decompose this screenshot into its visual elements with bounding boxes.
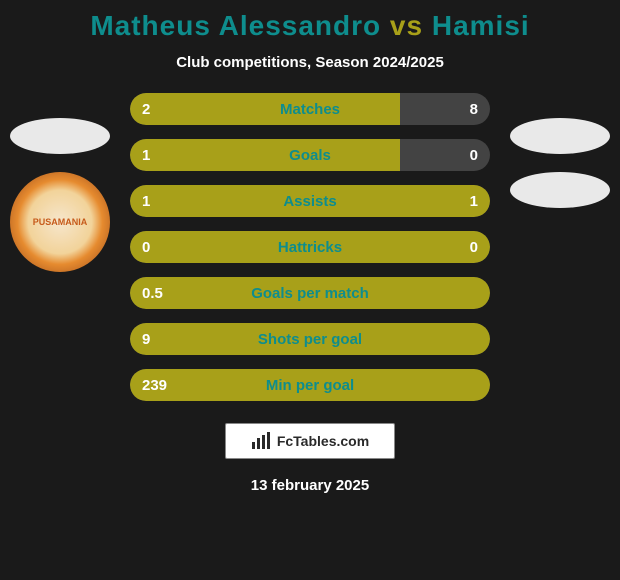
stat-row: 1Goals0 — [130, 139, 490, 171]
stat-row: 0.5Goals per match — [130, 277, 490, 309]
player-left-club-badge: PUSAMANIA — [10, 172, 110, 272]
club-badge-text: PUSAMANIA — [33, 217, 88, 227]
stat-value-right: 0 — [458, 231, 490, 263]
stat-row: 2Matches8 — [130, 93, 490, 125]
stat-value-right: 0 — [458, 139, 490, 171]
stat-label: Matches — [130, 93, 490, 125]
stat-value-right: 8 — [458, 93, 490, 125]
footer-logo[interactable]: FcTables.com — [225, 423, 395, 459]
stat-row: 9Shots per goal — [130, 323, 490, 355]
bar-chart-icon — [251, 432, 271, 450]
subtitle: Club competitions, Season 2024/2025 — [0, 54, 620, 71]
stat-row: 0Hattricks0 — [130, 231, 490, 263]
stat-label: Hattricks — [130, 231, 490, 263]
player-right-panel — [510, 118, 610, 208]
player-left-photo-placeholder — [10, 118, 110, 154]
title-player2: Hamisi — [432, 10, 530, 41]
footer-logo-text: FcTables.com — [277, 433, 369, 449]
stat-label: Shots per goal — [130, 323, 490, 355]
stat-label: Min per goal — [130, 369, 490, 401]
stat-label: Goals per match — [130, 277, 490, 309]
comparison-container: Matheus Alessandro vs Hamisi Club compet… — [0, 0, 620, 580]
title-vs: vs — [390, 10, 423, 41]
stat-value-right: 1 — [458, 185, 490, 217]
stat-row: 1Assists1 — [130, 185, 490, 217]
stats-bars: 2Matches81Goals01Assists10Hattricks00.5G… — [130, 93, 490, 401]
player-right-photo-placeholder — [510, 118, 610, 154]
stat-label: Assists — [130, 185, 490, 217]
stat-row: 239Min per goal — [130, 369, 490, 401]
stat-label: Goals — [130, 139, 490, 171]
title-player1: Matheus Alessandro — [90, 10, 381, 41]
footer-date: 13 february 2025 — [0, 477, 620, 494]
player-left-panel: PUSAMANIA — [10, 118, 110, 272]
player-right-club-placeholder — [510, 172, 610, 208]
page-title: Matheus Alessandro vs Hamisi — [0, 10, 620, 42]
